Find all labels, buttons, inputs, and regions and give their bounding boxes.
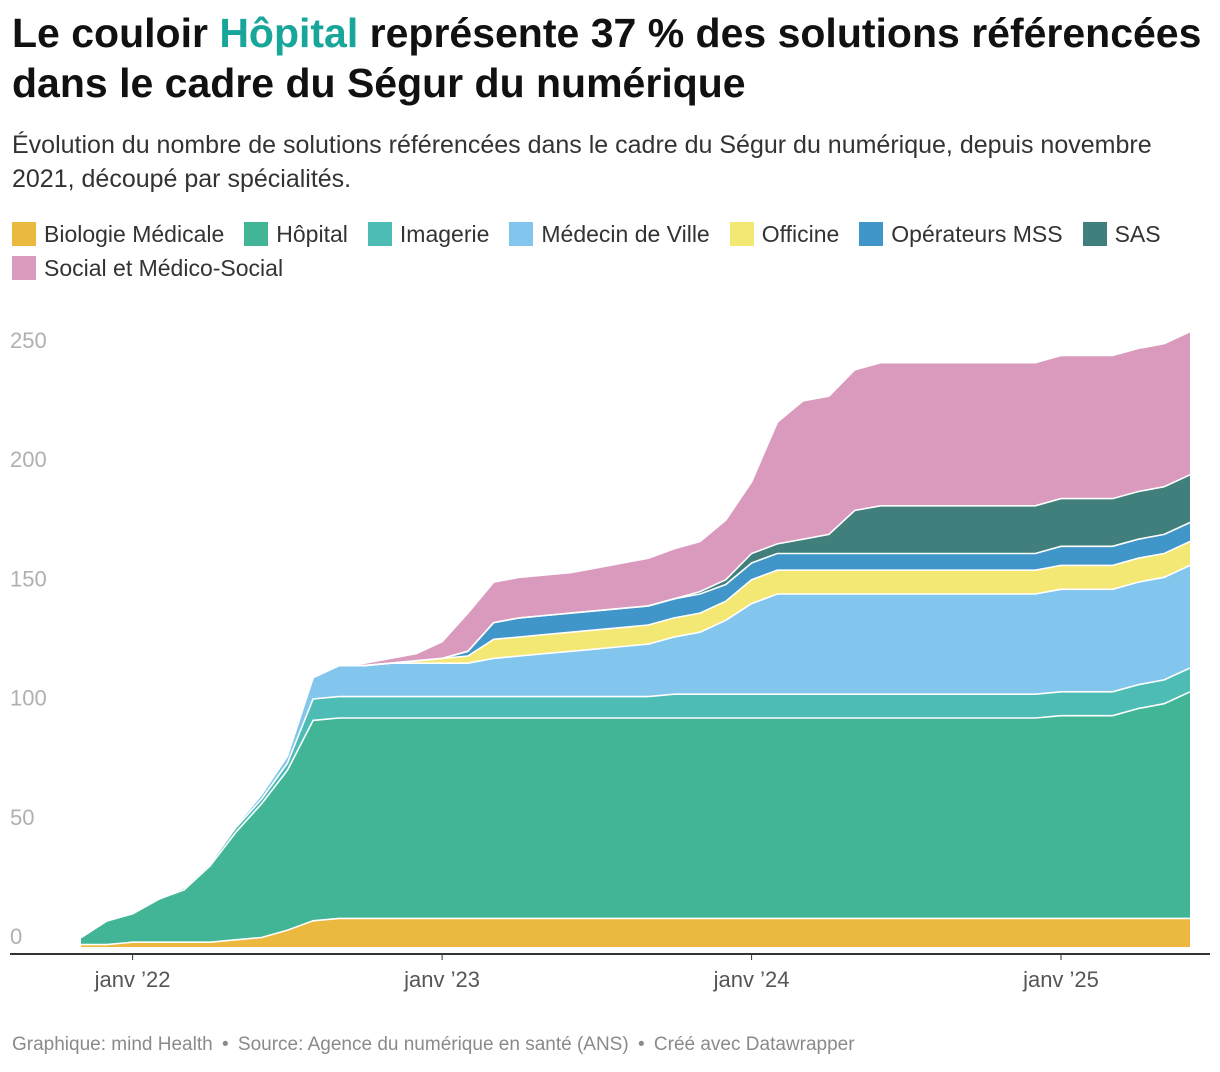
legend-item: Imagerie bbox=[367, 220, 490, 248]
legend-item: SAS bbox=[1082, 220, 1161, 248]
legend-swatch bbox=[12, 222, 36, 246]
legend-item: Officine bbox=[729, 220, 840, 248]
title-highlight: Hôpital bbox=[219, 10, 359, 56]
legend-label: Opérateurs MSS bbox=[891, 221, 1063, 247]
footer: Graphique: mind Health • Source: Agence … bbox=[12, 1034, 855, 1056]
legend-swatch bbox=[509, 222, 534, 246]
x-tick-label: janv ’23 bbox=[403, 967, 480, 992]
legend-label: Médecin de Ville bbox=[541, 221, 710, 247]
legend-label: Social et Médico-Social bbox=[44, 255, 284, 281]
series-top-line-2 bbox=[80, 667, 1191, 939]
chart-title: Le couloir Hôpital représente 37 % des s… bbox=[12, 8, 1202, 108]
footer-separator: • bbox=[221, 1034, 229, 1055]
title-part-2: représente 37 % des solutions référencée… bbox=[12, 10, 1202, 106]
y-tick-label: 250 bbox=[10, 328, 47, 353]
area-series-3 bbox=[81, 565, 1190, 938]
x-tick-label: janv ’24 bbox=[713, 967, 790, 992]
area-series-7 bbox=[81, 331, 1190, 938]
y-tick-label: 200 bbox=[10, 447, 47, 472]
legend-item: Hôpital bbox=[244, 220, 348, 248]
legend-swatch bbox=[859, 222, 884, 246]
area-series-6 bbox=[81, 474, 1190, 938]
area-series-1 bbox=[81, 691, 1190, 945]
legend-label: Imagerie bbox=[399, 221, 490, 247]
y-tick-label: 150 bbox=[10, 566, 47, 591]
series-top-line-1 bbox=[80, 691, 1191, 939]
legend-label: Hôpital bbox=[276, 221, 348, 247]
legend-label: Officine bbox=[761, 221, 840, 247]
area-series-5 bbox=[81, 522, 1190, 938]
legend-item: Social et Médico-Social bbox=[12, 254, 283, 282]
legend-label: Biologie Médicale bbox=[44, 221, 225, 247]
legend-swatch bbox=[1082, 222, 1107, 246]
legend-swatch bbox=[12, 256, 36, 280]
title-part-1: Le couloir bbox=[12, 10, 220, 56]
legend-label: SAS bbox=[1114, 221, 1161, 247]
footer-separator: • bbox=[637, 1034, 645, 1055]
series-top-line-0 bbox=[81, 917, 1190, 946]
x-tick-label: janv ’25 bbox=[1022, 967, 1099, 992]
legend-item: Opérateurs MSS bbox=[859, 220, 1063, 248]
series-top-line-7 bbox=[80, 330, 1191, 939]
x-tick-label: janv ’22 bbox=[94, 967, 171, 992]
area-series-0 bbox=[81, 918, 1190, 947]
chart-subtitle: Évolution du nombre de solutions référen… bbox=[12, 131, 1152, 193]
legend-item: Biologie Médicale bbox=[12, 220, 224, 248]
footer-source: Source: Agence du numérique en santé (AN… bbox=[237, 1034, 629, 1055]
footer-created-with: Créé avec Datawrapper bbox=[653, 1034, 855, 1055]
y-tick-label: 50 bbox=[10, 805, 34, 830]
stacked-area-chart: 0 50 100 150 200 250 janv ’22 janv ’23 janv ’24 j… bbox=[10, 328, 1210, 992]
footer-chart-by: Graphique: mind Health bbox=[12, 1034, 213, 1055]
legend-swatch bbox=[729, 222, 754, 246]
legend-swatch bbox=[367, 222, 392, 246]
y-tick-label: 100 bbox=[10, 686, 47, 711]
area-series-2 bbox=[81, 668, 1190, 938]
legend: Biologie Médicale Hôpital Imagerie Médecin … bbox=[12, 220, 1212, 282]
area-series-4 bbox=[81, 541, 1190, 938]
y-tick-label: 0 bbox=[10, 924, 22, 949]
legend-swatch bbox=[244, 222, 269, 246]
legend-item: Médecin de Ville bbox=[509, 220, 710, 248]
